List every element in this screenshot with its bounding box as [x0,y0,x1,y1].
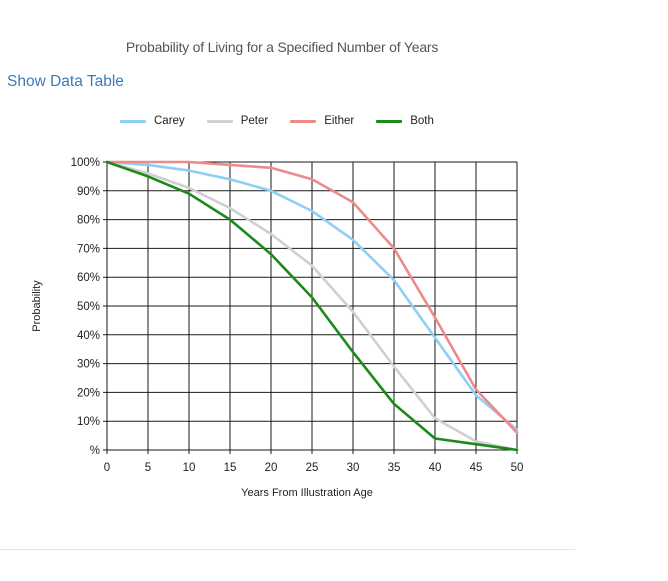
y-tick-label: 70% [77,243,100,255]
legend-label-both: Both [410,115,434,127]
legend-item-either[interactable]: Either [290,115,354,127]
y-tick-label: 90% [77,186,100,198]
legend-swatch-either [290,119,317,123]
legend-swatch-both [376,119,403,123]
x-tick-label: 45 [470,462,483,474]
legend-item-carey[interactable]: Carey [120,115,185,127]
show-data-table-link[interactable]: Show Data Table [7,73,124,90]
x-tick-label: 30 [347,462,360,474]
x-tick-label: 35 [388,462,401,474]
x-tick-label: 50 [511,462,524,474]
y-tick-label: % [90,445,100,457]
series-line-carey [105,160,519,432]
x-tick-label: 10 [183,462,196,474]
footer-divider [0,549,575,550]
legend-label-carey: Carey [154,115,185,127]
x-tick-label: 15 [224,462,237,474]
series-line-both [105,160,519,452]
chart-legend: Carey Peter Either Both [120,115,434,127]
legend-label-either: Either [324,115,355,127]
x-tick-label: 40 [429,462,442,474]
legend-item-both[interactable]: Both [376,115,434,127]
x-tick-label: 20 [265,462,278,474]
chart-title: Probability of Living for a Specified Nu… [125,39,439,55]
y-tick-label: 10% [77,416,100,428]
x-tick-label: 25 [306,462,319,474]
x-axis-label: Years From Illustration Age [241,487,373,499]
y-tick-label: 60% [77,272,100,284]
series-line-peter [105,160,519,452]
y-tick-label: 100% [71,157,100,169]
y-tick-label: 80% [77,215,100,227]
y-tick-label: 30% [77,359,100,371]
legend-swatch-carey [120,119,146,123]
y-tick-label: 40% [77,330,100,342]
legend-label-peter: Peter [240,115,269,127]
series-line-either [105,160,519,435]
y-axis-label: Probability [31,280,43,332]
y-tick-label: 20% [77,387,100,399]
y-tick-label: 50% [77,301,100,313]
x-tick-label: 5 [145,462,151,474]
legend-swatch-peter [206,119,233,123]
x-tick-label: 0 [104,462,110,474]
legend-item-peter[interactable]: Peter [206,115,269,127]
